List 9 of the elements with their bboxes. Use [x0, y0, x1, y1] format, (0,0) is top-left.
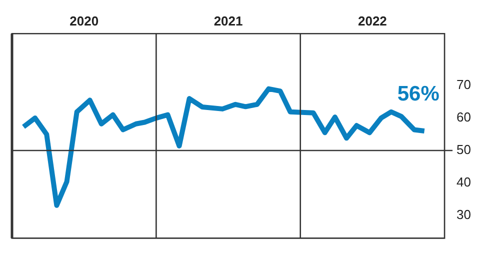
y-tick-label: 70	[456, 77, 472, 92]
y-tick-label: 50	[456, 142, 472, 158]
x-tick-label: 2022	[358, 13, 387, 28]
x-tick-label: 2020	[70, 13, 99, 28]
y-tick-label: 60	[456, 110, 472, 125]
y-tick-label: 30	[456, 207, 472, 222]
annotation: 56%	[397, 82, 440, 106]
x-tick-label: 2021	[214, 13, 243, 28]
y-tick-label: 40	[456, 174, 472, 190]
